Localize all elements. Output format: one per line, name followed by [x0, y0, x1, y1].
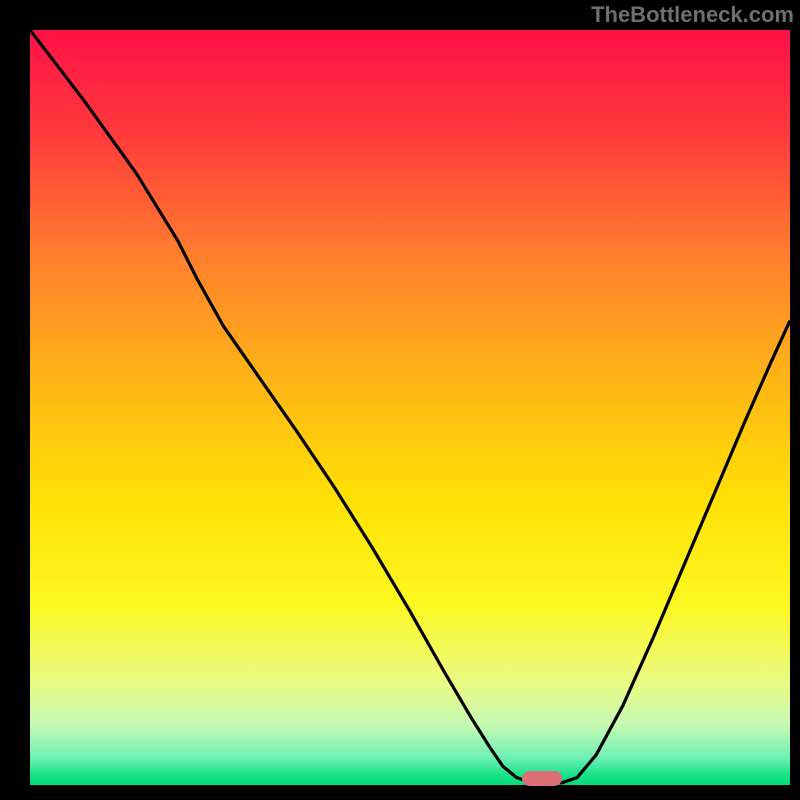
plot-area — [30, 30, 790, 785]
optimal-marker — [522, 771, 562, 786]
bottleneck-curve — [30, 30, 790, 785]
chart-frame: TheBottleneck.com — [0, 0, 800, 800]
watermark-label: TheBottleneck.com — [591, 2, 794, 28]
